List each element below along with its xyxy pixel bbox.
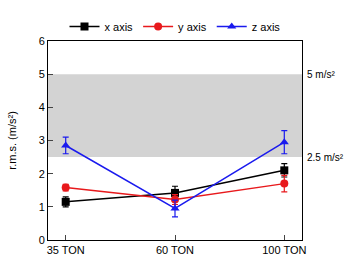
svg-text:0: 0 — [39, 234, 45, 246]
svg-text:2.5 m/s²: 2.5 m/s² — [307, 152, 344, 163]
svg-text:5: 5 — [39, 68, 45, 80]
svg-text:5 m/s²: 5 m/s² — [307, 69, 335, 80]
svg-text:4: 4 — [39, 101, 45, 113]
svg-text:2: 2 — [39, 168, 45, 180]
svg-text:1: 1 — [39, 201, 45, 213]
svg-text:35 TON: 35 TON — [47, 244, 85, 256]
svg-text:3: 3 — [39, 134, 45, 146]
svg-text:x axis: x axis — [105, 21, 134, 33]
svg-text:r.m.s. (m/s²): r.m.s. (m/s²) — [6, 111, 18, 170]
svg-text:z axis: z axis — [252, 21, 281, 33]
svg-text:y axis: y axis — [178, 21, 207, 33]
svg-text:6: 6 — [39, 35, 45, 47]
svg-text:60 TON: 60 TON — [156, 244, 194, 256]
svg-text:100 TON: 100 TON — [262, 244, 306, 256]
